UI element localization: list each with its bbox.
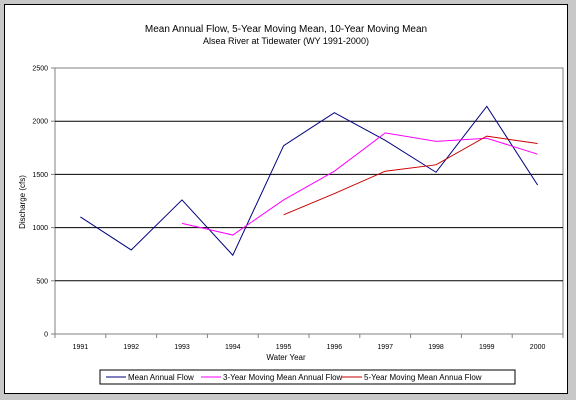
series-line-2 [181,132,538,236]
x-tick-label: 1998 [428,344,444,351]
series-line-3 [283,135,538,216]
plot-area [54,67,564,335]
x-tick-label: 1993 [174,344,190,351]
legend: Mean Annual Flow 3-Year Moving Mean Annua… [106,373,482,382]
grid-lines [55,120,563,282]
y-tick-label: 1000 [32,225,48,232]
x-tick-label: 1991 [73,344,89,351]
y-tick-label: 500 [36,278,48,285]
series-lines [80,105,539,257]
y-axis-ticks: 0 500 1000 1500 2000 2500 [32,66,55,339]
x-tick-label: 1995 [276,344,292,351]
y-tick-label: 2500 [32,66,48,73]
x-axis-ticks: 1991 1992 1993 1994 1995 1996 1997 1998 1999 2000 [54,334,564,351]
legend-entry-label: Mean Annual Flow [128,373,194,382]
y-axis-label: Discharge (cfs) [18,175,27,229]
x-tick-label: 1992 [123,344,139,351]
x-tick-label: 2000 [530,344,546,351]
legend-box [99,369,516,385]
y-tick-label: 0 [44,332,48,339]
x-axis-label: Water Year [266,353,306,362]
chart-title: Mean Annual Flow, 5-Year Moving Mean, 10… [145,24,427,35]
chart-frame: Mean Annual Flow, 5-Year Moving Mean, 10… [4,4,568,394]
legend-entry-label: 3-Year Moving Mean Annual Flow [223,373,343,382]
x-tick-label: 1997 [377,344,393,351]
x-tick-label: 1999 [479,344,495,351]
y-tick-label: 2000 [32,119,48,126]
x-tick-label: 1994 [225,344,241,351]
legend-entry-label: 5-Year Moving Mean Annua Flow [364,373,482,382]
line-chart: Mean Annual Flow, 5-Year Moving Mean, 10… [18,24,564,385]
y-tick-label: 1500 [32,172,48,179]
chart-subtitle: Alsea River at Tidewater (WY 1991-2000) [203,36,369,46]
series-line-1 [80,105,539,257]
x-tick-label: 1996 [327,344,343,351]
